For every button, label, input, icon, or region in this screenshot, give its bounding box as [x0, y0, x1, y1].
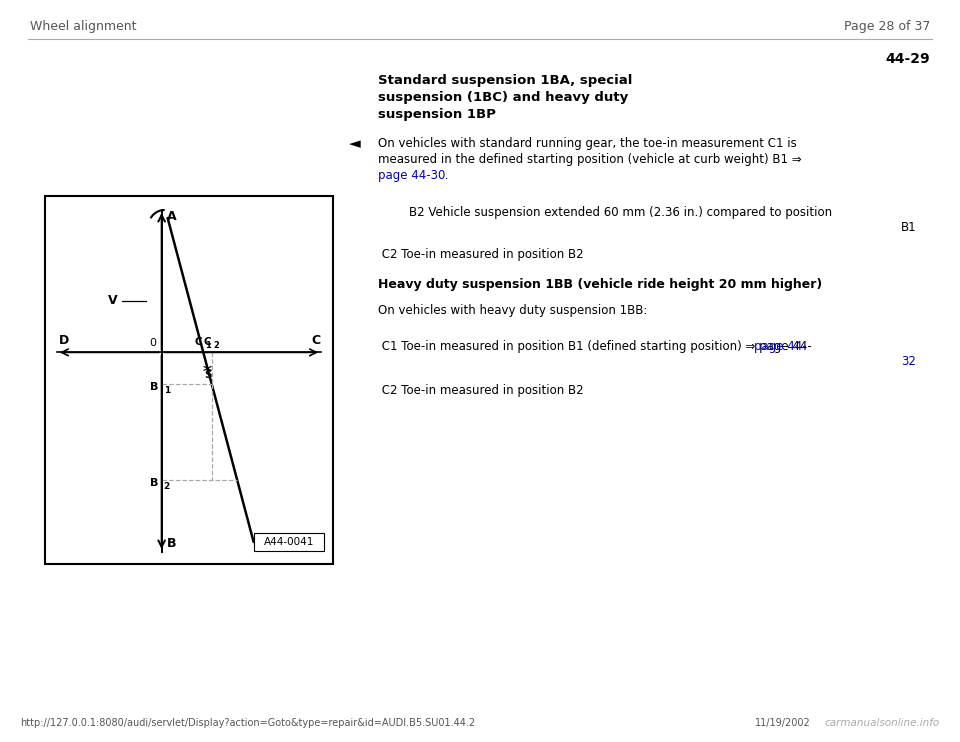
- Text: B: B: [151, 382, 158, 393]
- Text: 32: 32: [901, 355, 916, 368]
- Text: ◄: ◄: [349, 137, 361, 151]
- Text: Standard suspension 1BA, special: Standard suspension 1BA, special: [378, 74, 633, 87]
- Text: Wheel alignment: Wheel alignment: [30, 20, 136, 33]
- Text: 1: 1: [205, 341, 211, 350]
- Text: suspension 1BP: suspension 1BP: [378, 108, 496, 121]
- Text: suspension (1BC) and heavy duty: suspension (1BC) and heavy duty: [378, 91, 628, 104]
- Text: B1: B1: [900, 221, 916, 234]
- Text: B: B: [151, 479, 158, 488]
- Text: 44-29: 44-29: [885, 52, 930, 66]
- Text: 2: 2: [163, 482, 170, 491]
- Text: On vehicles with standard running gear, the toe-in measurement C1 is: On vehicles with standard running gear, …: [378, 137, 797, 150]
- Text: page 44-: page 44-: [754, 340, 806, 353]
- Text: A: A: [167, 210, 177, 223]
- Text: measured in the defined starting position (vehicle at curb weight) B1 ⇒: measured in the defined starting positio…: [378, 153, 802, 166]
- Text: C2 Toe-in measured in position B2: C2 Toe-in measured in position B2: [378, 384, 584, 397]
- Text: C: C: [204, 338, 211, 347]
- Text: C: C: [311, 335, 320, 347]
- Text: page 44-30: page 44-30: [378, 169, 445, 182]
- Text: 0: 0: [150, 338, 156, 349]
- Text: .: .: [441, 169, 448, 182]
- Text: 1: 1: [163, 387, 170, 395]
- Text: 2: 2: [214, 341, 220, 350]
- Text: C1 Toe-in measured in position B1 (defined starting position) ⇒ page 44-: C1 Toe-in measured in position B1 (defin…: [378, 340, 812, 353]
- Text: Page 28 of 37: Page 28 of 37: [844, 20, 930, 33]
- Text: On vehicles with heavy duty suspension 1BB:: On vehicles with heavy duty suspension 1…: [378, 304, 647, 317]
- Text: D: D: [59, 335, 69, 347]
- Bar: [254, 533, 324, 551]
- Text: C2 Toe-in measured in position B2: C2 Toe-in measured in position B2: [378, 248, 584, 261]
- Text: http://127.0.0.1:8080/audi/servlet/Display?action=Goto&type=repair&id=AUDI.B5.SU: http://127.0.0.1:8080/audi/servlet/Displ…: [20, 718, 475, 728]
- Text: 11/19/2002: 11/19/2002: [755, 718, 811, 728]
- Text: B: B: [167, 537, 176, 550]
- Text: C: C: [195, 338, 203, 347]
- Text: Heavy duty suspension 1BB (vehicle ride height 20 mm higher): Heavy duty suspension 1BB (vehicle ride …: [378, 278, 823, 291]
- Text: A44-0041: A44-0041: [264, 537, 314, 547]
- Bar: [45, 196, 333, 564]
- Text: carmanualsonline.info: carmanualsonline.info: [825, 718, 940, 728]
- Text: B2 Vehicle suspension extended 60 mm (2.36 in.) compared to position: B2 Vehicle suspension extended 60 mm (2.…: [394, 206, 832, 219]
- Text: S: S: [204, 370, 211, 381]
- Text: V: V: [108, 295, 118, 307]
